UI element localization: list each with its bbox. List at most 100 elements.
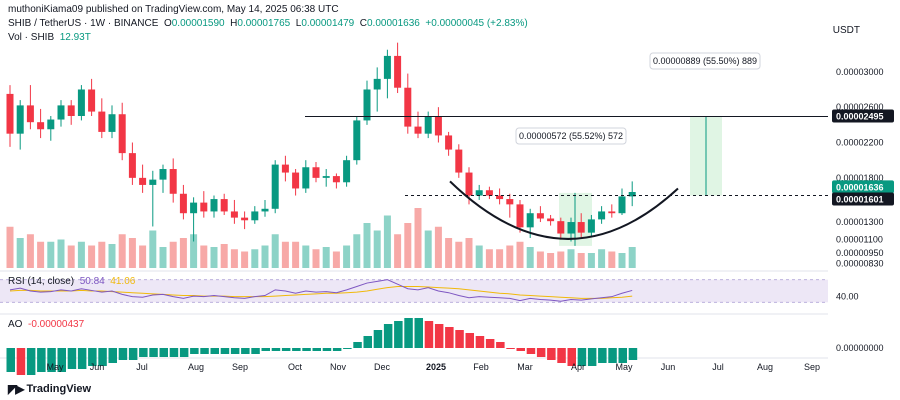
ao-bar: [261, 348, 270, 351]
candle: [261, 199, 269, 217]
annotation-label: 0.00000572 (55.52%) 572: [519, 131, 623, 141]
ao-bar: [16, 348, 26, 375]
candle-body: [516, 204, 524, 228]
price-tag-bg: [832, 192, 894, 206]
volume-bar: [373, 230, 381, 268]
ao-bar: [210, 348, 219, 354]
ao-bar: [149, 348, 158, 357]
candle-body: [251, 211, 259, 221]
candle: [424, 111, 432, 139]
volume-bar: [628, 247, 636, 268]
volume-bar: [424, 230, 432, 268]
ao-bar: [445, 327, 454, 348]
volume-bar: [190, 234, 198, 268]
candle: [628, 181, 636, 207]
rsi-legend: RSI (14, close) 50.84 41.06: [8, 276, 135, 287]
candle-body: [475, 190, 483, 196]
ao-bar: [159, 348, 168, 357]
close-label: C: [359, 18, 367, 29]
price-tag: 0.00002495: [832, 109, 894, 123]
candle: [128, 142, 136, 185]
candle-body: [424, 116, 432, 134]
candle: [241, 211, 249, 230]
ao-bar: [332, 348, 342, 351]
ao-bar: [404, 318, 413, 348]
candle-body: [353, 120, 361, 161]
volume-bar: [220, 244, 228, 268]
price-axis-tick: 0.00002200: [836, 138, 884, 148]
ao-bar: [343, 348, 352, 349]
candle: [57, 100, 65, 127]
tradingview-logo[interactable]: ◤▶ TradingView: [8, 382, 91, 396]
candle: [353, 116, 361, 165]
measure-annotation: 0.00000889 (55.50%) 889: [649, 52, 761, 70]
candle: [271, 160, 279, 214]
candle-body: [37, 122, 45, 130]
volume-bar: [281, 241, 289, 268]
close-value: 0.00001636: [367, 18, 420, 29]
volume-bar: [6, 226, 14, 268]
ao-bar: [485, 339, 495, 348]
candle-body: [281, 164, 289, 173]
candle-body: [414, 126, 422, 134]
ao-bar: [536, 348, 546, 357]
open-value: 0.00001590: [171, 18, 225, 29]
candle: [322, 169, 330, 187]
volume-bar: [475, 245, 483, 268]
ao-bar: [363, 336, 372, 348]
candle: [363, 80, 371, 125]
volume-bar: [567, 249, 575, 268]
candle-body: [108, 114, 116, 132]
ao-bar: [292, 348, 301, 351]
candle: [251, 206, 259, 224]
volume-legend: Vol · SHIB 12.93T: [8, 32, 91, 43]
ao-bar: [587, 348, 597, 366]
ao-bar: [241, 348, 250, 354]
volume-bar: [363, 223, 371, 268]
time-axis-tick: Sep: [232, 362, 248, 372]
candle-body: [434, 116, 442, 136]
candle-body: [261, 208, 269, 212]
candle: [608, 204, 616, 218]
volume-bar: [465, 238, 473, 268]
price-tag-label: 0.00001601: [836, 194, 884, 204]
volume-bar: [618, 253, 626, 268]
ao-bar: [302, 348, 311, 351]
ao-bar: [200, 348, 209, 354]
volume-bar: [557, 251, 565, 268]
candle-body: [485, 190, 493, 196]
time-axis-tick: 2025: [426, 362, 446, 372]
price-axis-tick: 0.00001300: [836, 217, 884, 227]
time-axis-tick: Jul: [712, 362, 724, 372]
annotation-box: [649, 52, 761, 70]
candle: [434, 107, 442, 143]
ao-bar: [598, 348, 607, 363]
volume-bar: [230, 249, 238, 268]
candle-body: [465, 172, 473, 196]
ao-bar: [465, 333, 474, 348]
candle: [373, 67, 381, 112]
time-axis-tick: Jul: [136, 362, 148, 372]
price-axis-tick: 0.00003000: [836, 67, 884, 77]
ao-bar: [373, 330, 383, 348]
time-axis-tick: Sep: [804, 362, 820, 372]
candle-body: [526, 213, 534, 228]
candlesticks: [6, 42, 636, 242]
candle: [383, 49, 391, 99]
volume-bar: [608, 251, 616, 268]
rsi-label: RSI (14, close): [8, 276, 75, 287]
ao-bar: [547, 348, 556, 360]
price-tag-label: 0.00002495: [836, 111, 884, 121]
candle: [567, 217, 575, 242]
candle-body: [496, 195, 504, 200]
measure-annotation: 0.00000572 (55.52%) 572: [515, 127, 627, 145]
volume-bar: [577, 253, 585, 268]
candle: [220, 193, 228, 215]
time-axis-tick: Jun: [90, 362, 105, 372]
candle-body: [149, 179, 157, 185]
ao-bar: [516, 348, 525, 351]
volume-bar: [516, 241, 524, 268]
tradingview-logo-icon: ◤▶: [8, 382, 25, 396]
candle: [587, 214, 595, 237]
